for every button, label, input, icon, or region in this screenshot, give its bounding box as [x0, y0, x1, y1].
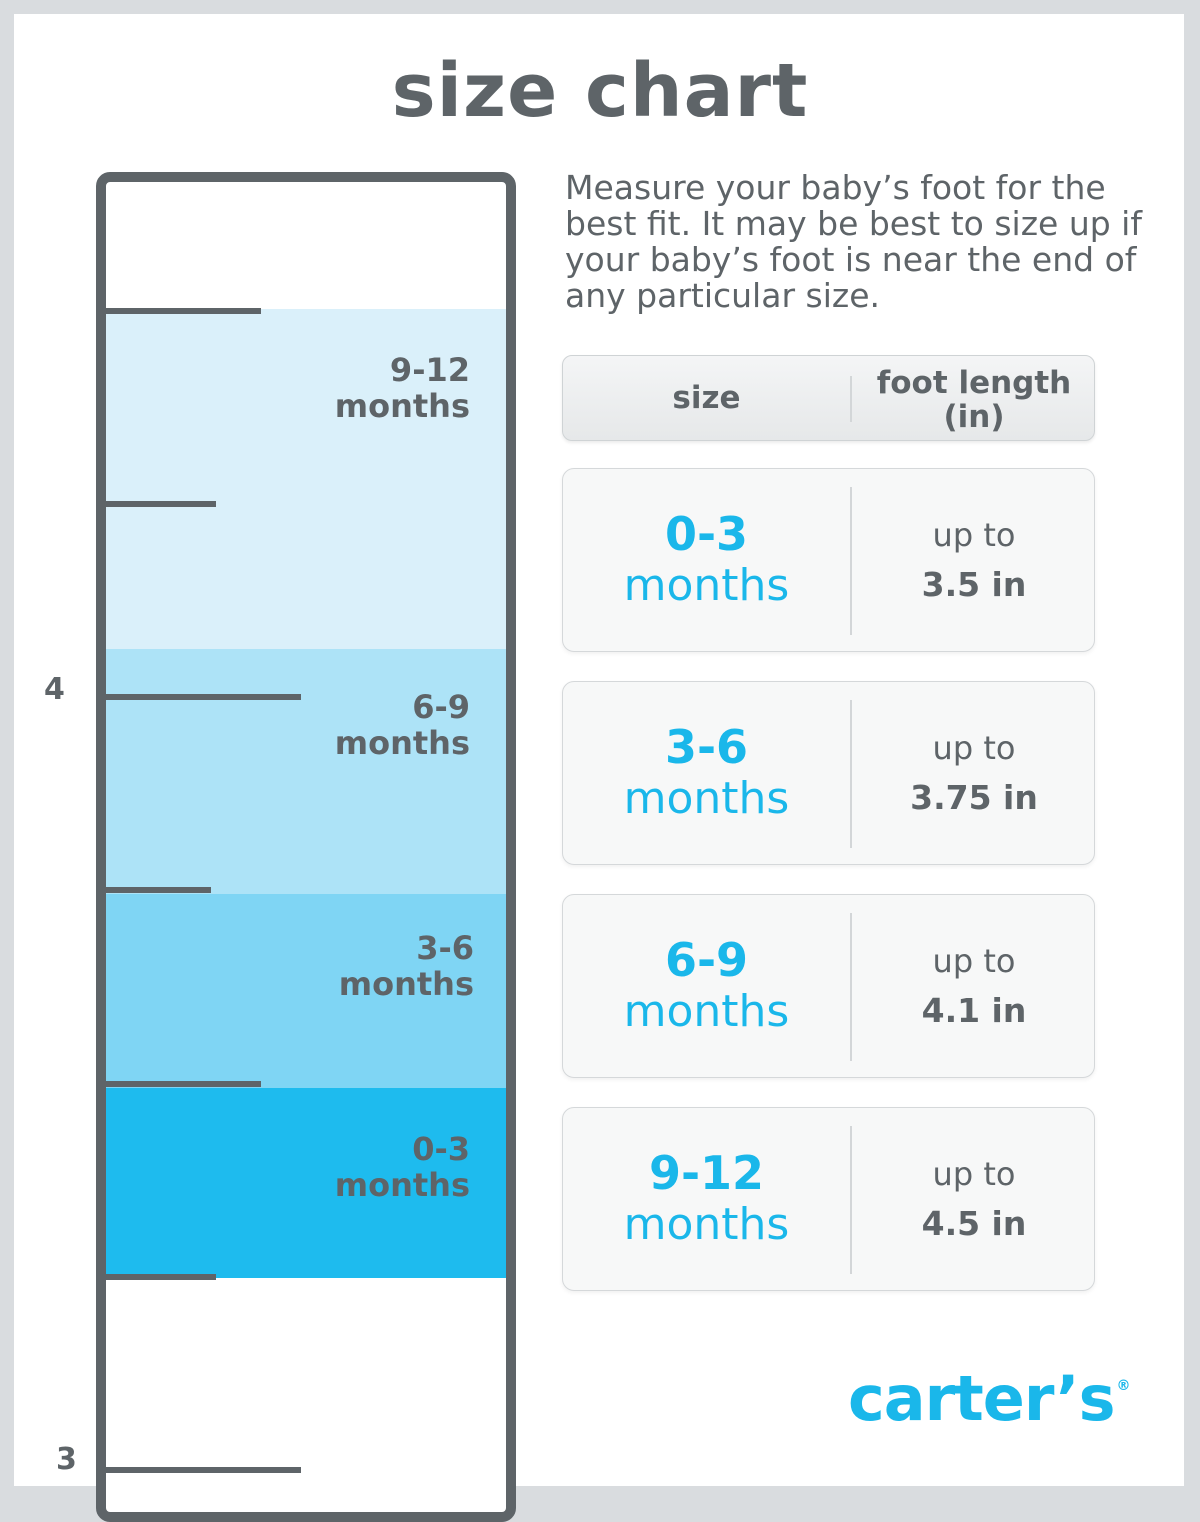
ruler-band-3-6: 3-6 months	[106, 894, 506, 1088]
ruler-band-unit: months	[338, 965, 474, 1003]
length-prefix: up to	[932, 516, 1016, 554]
size-range: 3-6	[664, 720, 749, 774]
carters-logo: carter’s ®	[848, 1362, 1131, 1435]
size-unit: months	[623, 1199, 790, 1250]
ruler-band-9-12: 9-12 months	[106, 309, 506, 649]
ruler-number-4: 4	[44, 672, 65, 707]
ruler-tick	[106, 1274, 216, 1280]
length-value: 4.1 in	[921, 991, 1027, 1030]
size-unit: months	[623, 986, 790, 1037]
row-divider	[850, 1126, 852, 1274]
ruler-band-range: 3-6	[416, 929, 474, 967]
ruler-number-3: 3	[56, 1442, 77, 1477]
size-range: 0-3	[664, 507, 749, 561]
brand-name: carter’s	[848, 1362, 1115, 1435]
header-divider	[850, 376, 852, 422]
row-divider	[850, 913, 852, 1061]
size-unit: months	[623, 773, 790, 824]
ruler-band-unit: months	[334, 1166, 470, 1204]
size-range: 6-9	[664, 933, 749, 987]
length-prefix: up to	[932, 942, 1016, 980]
ruler-band-range: 6-9	[412, 688, 470, 726]
size-cell: 0-3 months	[563, 469, 850, 651]
ruler-band-unit: months	[334, 724, 470, 762]
header-foot-length: foot length (in)	[876, 365, 1072, 435]
ruler-band-unit: months	[334, 387, 470, 425]
size-range: 9-12	[648, 1146, 765, 1200]
row-divider	[850, 487, 852, 635]
ruler-tick	[106, 501, 216, 507]
header-size: size	[672, 380, 741, 416]
size-table-header: size foot length (in)	[562, 355, 1095, 441]
ruler-band-label: 0-3 months	[335, 1131, 470, 1203]
length-value: 3.5 in	[921, 565, 1027, 604]
foot-length-cell: up to 4.1 in	[852, 895, 1096, 1077]
page-title: size chart	[391, 48, 809, 134]
ruler-band-label: 9-12 months	[335, 352, 470, 424]
registered-mark: ®	[1116, 1378, 1131, 1394]
length-value: 4.5 in	[921, 1204, 1027, 1243]
size-row-3-6: 3-6 months up to 3.75 in	[562, 681, 1095, 865]
ruler-tick	[106, 694, 301, 700]
size-row-9-12: 9-12 months up to 4.5 in	[562, 1107, 1095, 1291]
ruler-band-range: 0-3	[412, 1130, 470, 1168]
foot-length-cell: up to 3.5 in	[852, 469, 1096, 651]
size-cell: 3-6 months	[563, 682, 850, 864]
length-value: 3.75 in	[910, 778, 1038, 817]
ruler-tick	[106, 308, 261, 314]
ruler-tick	[106, 887, 211, 893]
ruler-band-label: 6-9 months	[335, 689, 470, 761]
ruler-band-label: 3-6 months	[339, 930, 474, 1002]
ruler-tick	[106, 1467, 301, 1473]
row-divider	[850, 700, 852, 848]
length-prefix: up to	[932, 729, 1016, 767]
size-row-0-3: 0-3 months up to 3.5 in	[562, 468, 1095, 652]
size-row-6-9: 6-9 months up to 4.1 in	[562, 894, 1095, 1078]
ruler-tick	[106, 1081, 261, 1087]
ruler-band-6-9: 6-9 months	[106, 649, 506, 894]
foot-length-cell: up to 3.75 in	[852, 682, 1096, 864]
foot-ruler: 9-12 months 6-9 months 3-6 months 0-3 mo…	[96, 172, 516, 1522]
length-prefix: up to	[932, 1155, 1016, 1193]
size-unit: months	[623, 560, 790, 611]
size-cell: 9-12 months	[563, 1108, 850, 1290]
size-cell: 6-9 months	[563, 895, 850, 1077]
ruler-band-0-3: 0-3 months	[106, 1088, 506, 1278]
foot-length-cell: up to 4.5 in	[852, 1108, 1096, 1290]
measure-instructions: Measure your baby’s foot for the best fi…	[565, 168, 1142, 315]
ruler-band-range: 9-12	[389, 351, 470, 389]
